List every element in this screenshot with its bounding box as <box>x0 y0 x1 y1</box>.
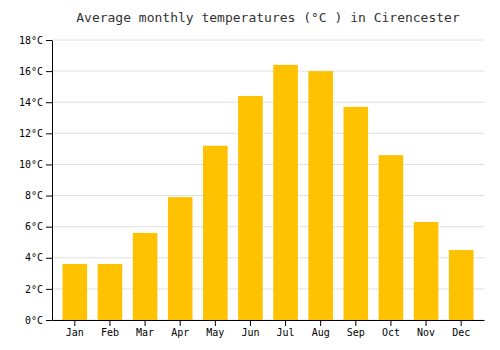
y-tick: 2°C <box>25 284 52 295</box>
x-tick: May <box>206 320 224 338</box>
bars <box>63 65 474 320</box>
x-tick: Oct <box>382 320 400 338</box>
bar <box>344 107 369 320</box>
x-tick-mark <box>250 320 251 326</box>
x-axis-line <box>53 320 485 321</box>
x-tick-label: Mar <box>136 327 154 338</box>
x-tick-mark <box>355 320 356 326</box>
y-tick-mark <box>46 102 52 103</box>
chart-svg: 0°C 2°C 4°C 6°C 8°C 10°C 12°C 14°C 16°C 18°C Jan Fe… <box>0 0 500 350</box>
bar <box>379 155 404 320</box>
y-tick-mark <box>46 227 52 228</box>
x-tick-label: Oct <box>382 327 400 338</box>
y-tick-mark <box>46 196 52 197</box>
x-tick-mark <box>320 320 321 326</box>
plot-area: 0°C 2°C 4°C 6°C 8°C 10°C 12°C 14°C 16°C 18°C Jan Fe… <box>19 35 485 338</box>
bar <box>414 222 439 320</box>
x-tick-mark <box>426 320 427 326</box>
y-tick: 4°C <box>25 252 52 263</box>
y-tick-label: 4°C <box>25 252 43 263</box>
bar <box>133 233 158 320</box>
x-tick: Jan <box>66 320 84 338</box>
chart-title: Average monthly temperatures (°C ) in Ci… <box>76 10 460 25</box>
y-tick-mark <box>46 289 52 290</box>
y-tick: 14°C <box>19 97 52 108</box>
y-tick-label: 0°C <box>25 315 43 326</box>
x-tick-mark <box>390 320 391 326</box>
x-tick: Apr <box>171 320 189 338</box>
x-tick-label: May <box>206 327 224 338</box>
y-tick-label: 2°C <box>25 284 43 295</box>
x-tick: Mar <box>136 320 154 338</box>
x-tick-mark <box>145 320 146 326</box>
bar <box>98 264 123 320</box>
bar <box>449 250 474 320</box>
x-tick-label: Dec <box>452 327 470 338</box>
bar <box>273 65 298 320</box>
y-tick-label: 14°C <box>19 97 43 108</box>
x-tick-label: Jan <box>66 327 84 338</box>
bar <box>238 96 263 320</box>
y-tick-mark <box>46 320 52 321</box>
y-tick-mark <box>46 133 52 134</box>
x-tick-mark <box>180 320 181 326</box>
y-tick: 12°C <box>19 128 52 139</box>
x-tick: Sep <box>347 320 365 338</box>
y-tick-label: 8°C <box>25 190 43 201</box>
x-tick-label: Nov <box>417 327 435 338</box>
y-tick-mark <box>46 71 52 72</box>
x-tick: Jul <box>277 320 295 338</box>
x-tick: Nov <box>417 320 435 338</box>
grid-line <box>52 102 484 103</box>
x-axis: Jan Feb Mar Apr May Jun Jul Aug Sep Oct Nov Dec <box>53 320 485 338</box>
y-tick: 10°C <box>19 159 52 170</box>
y-tick-label: 10°C <box>19 159 43 170</box>
x-tick-mark <box>461 320 462 326</box>
grid-line <box>52 40 484 41</box>
x-tick-label: Apr <box>171 327 189 338</box>
x-tick: Dec <box>452 320 470 338</box>
y-tick: 16°C <box>19 66 52 77</box>
y-axis-line <box>52 41 53 321</box>
grid-line <box>52 164 484 165</box>
grid-line <box>52 71 484 72</box>
bar <box>63 264 88 320</box>
x-tick-label: Jun <box>241 327 259 338</box>
x-tick-mark <box>215 320 216 326</box>
grid-line <box>52 195 484 196</box>
chart-container: 0°C 2°C 4°C 6°C 8°C 10°C 12°C 14°C 16°C 18°C Jan Fe… <box>0 0 500 350</box>
x-tick-label: Feb <box>101 327 119 338</box>
x-tick: Jun <box>241 320 259 338</box>
bar <box>168 197 193 320</box>
x-tick-mark <box>109 320 110 326</box>
x-tick-label: Sep <box>347 327 365 338</box>
y-tick: 8°C <box>25 190 52 201</box>
y-tick-mark <box>46 258 52 259</box>
y-tick-label: 16°C <box>19 66 43 77</box>
y-tick-label: 6°C <box>25 221 43 232</box>
y-tick-label: 12°C <box>19 128 43 139</box>
y-tick: 6°C <box>25 221 52 232</box>
bar <box>308 71 333 320</box>
y-tick: 18°C <box>19 35 52 46</box>
grid-line <box>52 133 484 134</box>
x-tick-mark <box>74 320 75 326</box>
x-tick: Aug <box>312 320 330 338</box>
y-tick-mark <box>46 40 52 41</box>
x-tick-label: Jul <box>277 327 295 338</box>
y-tick: 0°C <box>25 315 52 326</box>
y-axis: 0°C 2°C 4°C 6°C 8°C 10°C 12°C 14°C 16°C 18°C <box>19 35 53 326</box>
grid <box>52 40 484 320</box>
bar <box>203 146 228 320</box>
x-tick-label: Aug <box>312 327 330 338</box>
x-tick: Feb <box>101 320 119 338</box>
x-tick-mark <box>285 320 286 326</box>
y-tick-mark <box>46 164 52 165</box>
y-tick-label: 18°C <box>19 35 43 46</box>
